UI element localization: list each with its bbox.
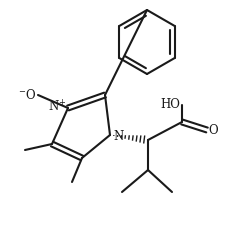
Text: N$^{+}$: N$^{+}$ xyxy=(47,99,66,115)
Text: HO: HO xyxy=(159,99,179,112)
Text: O: O xyxy=(207,124,217,137)
Text: N: N xyxy=(113,130,123,144)
Text: $^{-}$O: $^{-}$O xyxy=(17,88,36,102)
